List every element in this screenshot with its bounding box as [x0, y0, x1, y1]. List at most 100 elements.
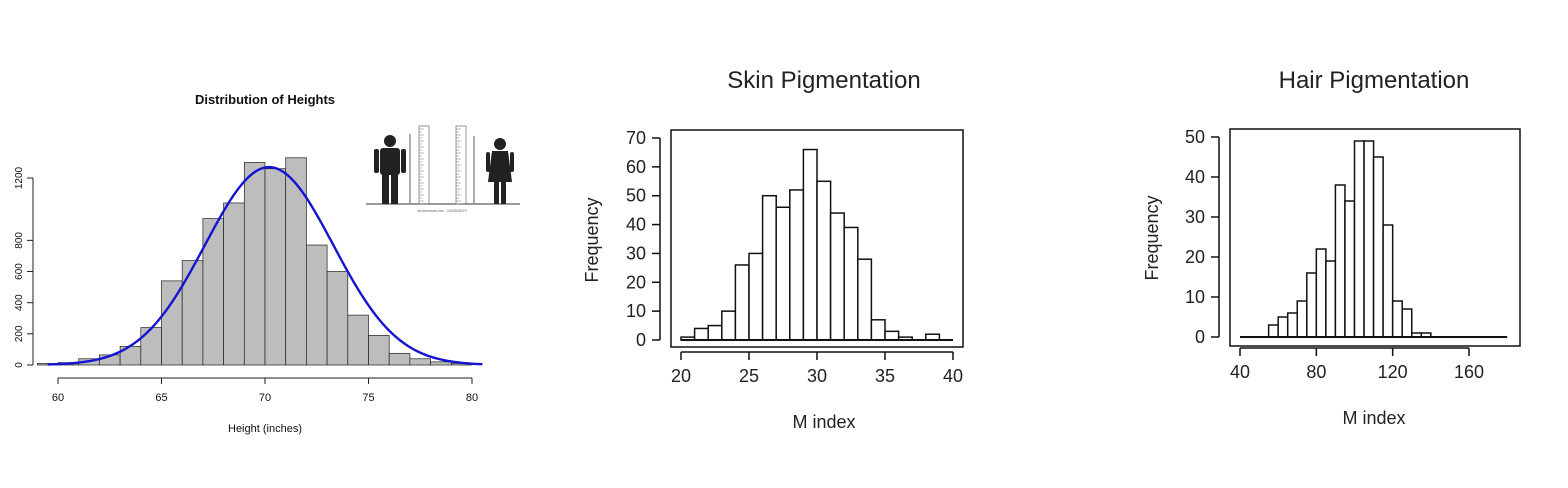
y-tick-label: 30 [626, 243, 646, 263]
histogram-bar [285, 157, 307, 366]
y-tick-label: 400 [14, 294, 25, 311]
histogram-bar [161, 280, 183, 366]
y-tick-label: 600 [14, 263, 25, 280]
histogram-bar [1267, 324, 1279, 338]
y-tick-label: 50 [1185, 127, 1205, 147]
hair-pigmentation-chart: Hair Pigmentation 40 80 120 16001020304050 … [1142, 67, 1521, 428]
histogram-bar [1277, 316, 1289, 338]
histogram-bar [707, 324, 723, 341]
histogram-bar [1306, 272, 1318, 338]
y-tick-label: 800 [14, 232, 25, 249]
hair-axes: 40 80 120 160 0 10 20 30 40 50 [1185, 127, 1508, 382]
histogram-bar [1372, 156, 1384, 338]
histogram-bar [1325, 260, 1337, 338]
x-tick-label: 30 [807, 366, 827, 386]
x-tick-label: 35 [875, 366, 895, 386]
y-tick-label: 50 [626, 186, 646, 206]
x-tick-label: 80 [466, 392, 478, 404]
histogram-bar [761, 194, 777, 341]
skin-plot-frame [670, 129, 964, 348]
histogram-bar [1353, 140, 1365, 338]
y-tick-label: 0 [636, 330, 646, 350]
y-tick-label: 10 [626, 301, 646, 321]
y-tick-label: 20 [1185, 247, 1205, 267]
x-tick-label: 160 [1454, 362, 1484, 382]
skin-bars [680, 148, 941, 341]
histogram-bar [734, 264, 750, 341]
histogram-bar [1334, 184, 1346, 338]
y-tick-label: 30 [1185, 207, 1205, 227]
histogram-bar [140, 327, 162, 366]
height-illustration: shutterstock.com · 2402848379 [366, 125, 520, 213]
hair-chart-title: Hair Pigmentation [1279, 67, 1470, 94]
normal-curve [47, 165, 483, 366]
histogram-bar [816, 180, 832, 341]
x-tick-label: 120 [1378, 362, 1408, 382]
heights-chart: Distribution of Heights 60 65 70 75 80020040… [14, 92, 520, 435]
y-tick-label: 0 [14, 362, 25, 368]
y-tick-label: 10 [1185, 287, 1205, 307]
y-tick-label: 40 [1185, 167, 1205, 187]
histogram-bar [884, 330, 900, 341]
histogram-bar [1401, 308, 1413, 338]
y-tick-label: 1200 [14, 166, 25, 189]
x-tick-label: 70 [259, 392, 271, 404]
x-tick-label: 80 [1306, 362, 1326, 382]
heights-bars [36, 157, 473, 366]
histogram-bar [857, 258, 873, 341]
skin-x-axis-label: M index [792, 412, 855, 432]
x-tick-label: 75 [362, 392, 374, 404]
histogram-bar [326, 271, 349, 366]
x-tick-label: 65 [155, 392, 167, 404]
x-tick-label: 40 [943, 366, 963, 386]
y-tick-label: 20 [626, 272, 646, 292]
histogram-bar [409, 358, 431, 366]
histogram-bar [693, 327, 709, 341]
y-tick-label: 60 [626, 157, 646, 177]
x-tick-label: 20 [671, 366, 691, 386]
y-tick-label: 0 [1195, 327, 1205, 347]
histogram-bar [388, 352, 411, 366]
histogram-bar [829, 212, 845, 341]
histogram-bar [430, 361, 452, 366]
male-figure-icon [374, 135, 406, 204]
histogram-bar [775, 206, 791, 341]
heights-chart-title: Distribution of Heights [195, 92, 335, 107]
y-tick-label: 200 [14, 325, 25, 342]
heights-x-axis-label: Height (inches) [228, 423, 302, 435]
histogram-bar [264, 168, 287, 366]
histogram-bar [870, 319, 886, 341]
histogram-bar [347, 314, 369, 366]
skin-chart-title: Skin Pigmentation [727, 67, 920, 94]
histogram-bar [802, 148, 818, 341]
hair-bars [1267, 140, 1432, 338]
inset-caption: shutterstock.com · 2402848379 [417, 209, 466, 213]
skin-axes: 20 25 30 35 40 0 10 20 30 40 50 60 70 [626, 128, 963, 386]
x-tick-label: 25 [739, 366, 759, 386]
histogram-bar [1382, 224, 1394, 338]
x-tick-label: 40 [1230, 362, 1250, 382]
histogram-bar [243, 162, 266, 366]
y-tick-label: 40 [626, 215, 646, 235]
histogram-bar [368, 335, 390, 366]
hair-plot-frame [1229, 128, 1521, 347]
skin-pigmentation-chart: Skin Pigmentation 20 25 30 35 40 0 10 20 30 40 50 6… [582, 67, 964, 432]
skin-y-axis-label: Frequency [582, 197, 602, 282]
hair-y-axis-label: Frequency [1142, 195, 1162, 280]
histogram-bar [223, 202, 245, 366]
y-tick-label: 70 [626, 128, 646, 148]
histogram-bar [1363, 140, 1375, 338]
histogram-bar [1344, 200, 1356, 338]
scale-ticks [419, 128, 424, 205]
histogram-bar [181, 260, 204, 366]
histogram-bar [1296, 300, 1308, 338]
scale-ticks [456, 128, 461, 205]
histogram-bar [1391, 300, 1403, 338]
histogram-bar [789, 189, 805, 341]
histogram-bar [306, 244, 328, 366]
histogram-bar [1315, 248, 1327, 338]
hair-x-axis-label: M index [1342, 408, 1405, 428]
histogram-bar [721, 310, 737, 341]
histogram-bar [843, 226, 859, 341]
